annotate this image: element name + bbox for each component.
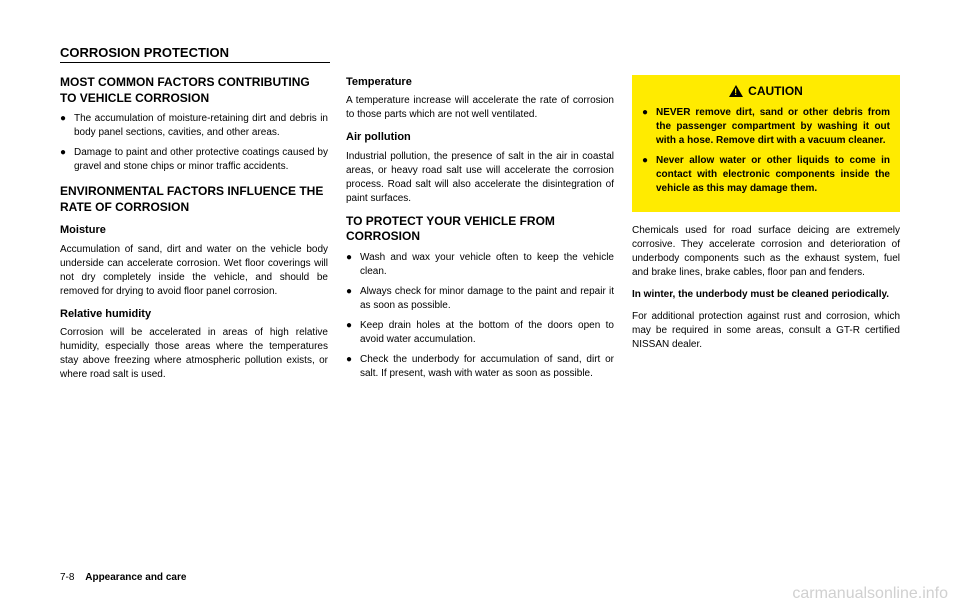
caution-box: CAUTION ●NEVER remove dirt, sand or othe… (632, 75, 900, 212)
list-item: ●NEVER remove dirt, sand or other debris… (642, 106, 890, 148)
heading-factors: MOST COMMON FACTORS CONTRIBUTING TO VEHI… (60, 75, 328, 106)
subheading-temperature: Temperature (346, 75, 614, 90)
factors-list: ●The accumulation of moisture-retaining … (60, 112, 328, 174)
list-item: ●Always check for minor damage to the pa… (346, 285, 614, 313)
list-text: Never allow water or other liquids to co… (656, 154, 890, 196)
bullet-icon: ● (60, 146, 74, 174)
page-footer: 7-8 Appearance and care (60, 572, 186, 583)
footer-section: Appearance and care (85, 572, 186, 583)
page-container: CORROSION PROTECTION MOST COMMON FACTORS… (0, 0, 960, 611)
column-1: MOST COMMON FACTORS CONTRIBUTING TO VEHI… (60, 75, 328, 391)
bullet-icon: ● (642, 154, 656, 196)
paragraph-humidity: Corrosion will be accelerated in areas o… (60, 326, 328, 382)
subheading-moisture: Moisture (60, 223, 328, 238)
list-text: Wash and wax your vehicle often to keep … (360, 251, 614, 279)
paragraph-air-pollution: Industrial pollution, the presence of sa… (346, 150, 614, 206)
list-item: ●Damage to paint and other protective co… (60, 146, 328, 174)
page-number: 7-8 (60, 572, 74, 583)
bullet-icon: ● (346, 251, 360, 279)
list-item: ●Check the underbody for accumulation of… (346, 353, 614, 381)
list-item: ●The accumulation of moisture-retaining … (60, 112, 328, 140)
paragraph-moisture: Accumulation of sand, dirt and water on … (60, 243, 328, 299)
subheading-air-pollution: Air pollution (346, 130, 614, 145)
section-header: CORROSION PROTECTION (60, 45, 330, 63)
list-item: ●Keep drain holes at the bottom of the d… (346, 319, 614, 347)
caution-header: CAUTION (642, 83, 890, 100)
paragraph-winter: In winter, the underbody must be cleaned… (632, 288, 900, 302)
protect-list: ●Wash and wax your vehicle often to keep… (346, 251, 614, 381)
list-item: ●Never allow water or other liquids to c… (642, 154, 890, 196)
paragraph-additional: For additional protection against rust a… (632, 310, 900, 352)
heading-environmental: ENVIRONMENTAL FACTORS INFLUENCE THE RATE… (60, 184, 328, 215)
list-text: Always check for minor damage to the pai… (360, 285, 614, 313)
list-text: Keep drain holes at the bottom of the do… (360, 319, 614, 347)
column-3: CAUTION ●NEVER remove dirt, sand or othe… (632, 75, 900, 391)
bullet-icon: ● (642, 106, 656, 148)
list-text: The accumulation of moisture-retaining d… (74, 112, 328, 140)
list-item: ●Wash and wax your vehicle often to keep… (346, 251, 614, 279)
bullet-icon: ● (346, 353, 360, 381)
bullet-icon: ● (346, 319, 360, 347)
subheading-humidity: Relative humidity (60, 307, 328, 322)
paragraph-temperature: A temperature increase will accelerate t… (346, 94, 614, 122)
watermark: carmanualsonline.info (792, 585, 948, 603)
paragraph-chemicals: Chemicals used for road surface deicing … (632, 224, 900, 280)
caution-label: CAUTION (748, 83, 803, 100)
caution-list: ●NEVER remove dirt, sand or other debris… (642, 106, 890, 196)
content-columns: MOST COMMON FACTORS CONTRIBUTING TO VEHI… (60, 75, 900, 391)
bullet-icon: ● (60, 112, 74, 140)
warning-icon (729, 85, 743, 97)
heading-protect: TO PROTECT YOUR VEHICLE FROM CORROSION (346, 214, 614, 245)
bullet-icon: ● (346, 285, 360, 313)
list-text: NEVER remove dirt, sand or other debris … (656, 106, 890, 148)
column-2: Temperature A temperature increase will … (346, 75, 614, 391)
list-text: Check the underbody for accumulation of … (360, 353, 614, 381)
list-text: Damage to paint and other protective coa… (74, 146, 328, 174)
